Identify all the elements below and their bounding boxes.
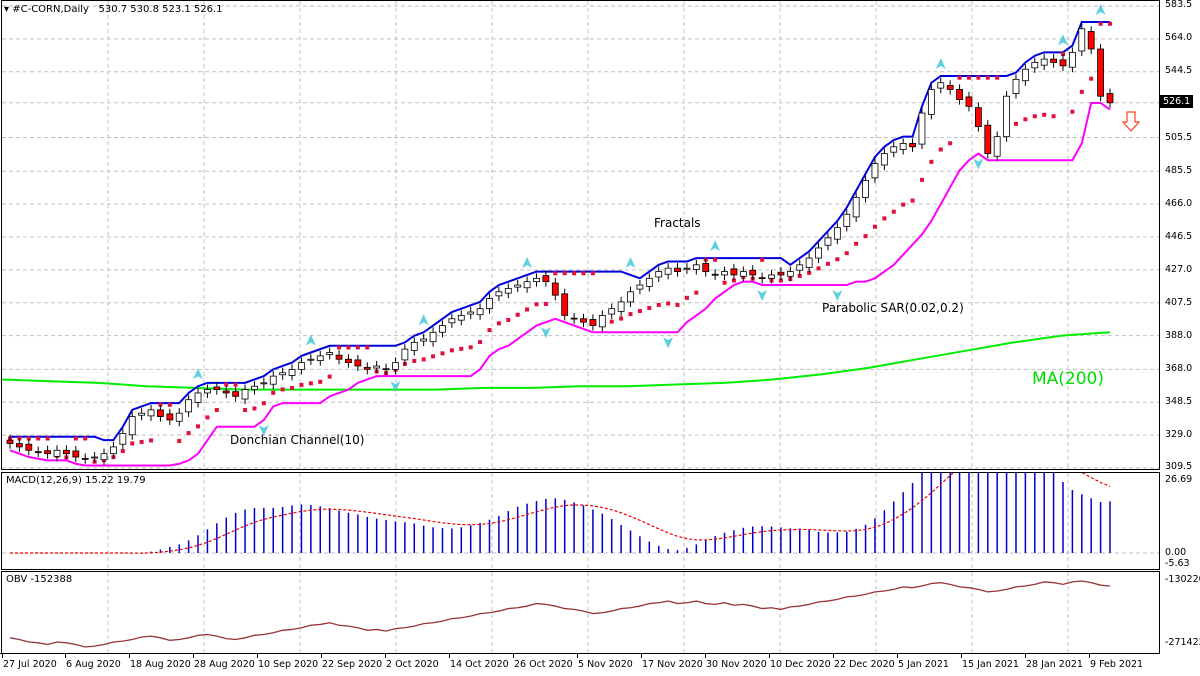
time-label: 22 Dec 2020 bbox=[834, 659, 895, 670]
time-tick bbox=[129, 654, 130, 658]
obv-title: OBV -152388 bbox=[6, 574, 73, 585]
time-tick bbox=[705, 654, 706, 658]
macd-axis: 26.69 0.00 -5.63 bbox=[1159, 472, 1200, 569]
price-tick: 583.5 bbox=[1165, 0, 1193, 10]
macd-canvas bbox=[2, 473, 1159, 569]
time-label: 5 Nov 2020 bbox=[578, 659, 633, 670]
time-label: 10 Dec 2020 bbox=[770, 659, 831, 670]
price-tick: 485.5 bbox=[1165, 165, 1193, 176]
fractals-annotation: Fractals bbox=[654, 216, 701, 230]
time-tick bbox=[961, 654, 962, 658]
time-tick bbox=[385, 654, 386, 658]
price-tick: 407.5 bbox=[1165, 297, 1193, 308]
time-tick bbox=[833, 654, 834, 658]
price-chart-panel[interactable]: Fractals Parabolic SAR(0.02,0.2) Donchia… bbox=[1, 0, 1160, 470]
time-label: 2 Oct 2020 bbox=[386, 659, 439, 670]
obv-canvas bbox=[9, 572, 1111, 653]
time-label: 6 Aug 2020 bbox=[66, 659, 121, 670]
macd-title: MACD(12,26,9) 15.22 19.79 bbox=[6, 475, 146, 486]
current-price-tag: 526.1 bbox=[1160, 95, 1194, 108]
time-label: 28 Jan 2021 bbox=[1026, 659, 1083, 670]
time-label: 30 Nov 2020 bbox=[706, 659, 767, 670]
time-tick bbox=[1089, 654, 1090, 658]
price-tick: 348.5 bbox=[1165, 396, 1193, 407]
time-tick bbox=[2, 654, 3, 658]
price-tick: 446.5 bbox=[1165, 231, 1193, 242]
price-tick: 368.0 bbox=[1165, 363, 1193, 374]
time-label: 5 Jan 2021 bbox=[898, 659, 949, 670]
macd-tick: -5.63 bbox=[1165, 558, 1190, 569]
time-tick bbox=[513, 654, 514, 658]
donchian-annotation: Donchian Channel(10) bbox=[230, 433, 365, 447]
time-tick bbox=[65, 654, 66, 658]
price-axis: 583.5 564.0 544.5 505.5 485.5 466.0 446.… bbox=[1159, 0, 1200, 472]
time-label: 14 Oct 2020 bbox=[450, 659, 509, 670]
price-tick: 466.0 bbox=[1165, 198, 1193, 209]
time-tick bbox=[769, 654, 770, 658]
time-label: 26 Oct 2020 bbox=[514, 659, 573, 670]
time-tick bbox=[1025, 654, 1026, 658]
price-tick: 329.0 bbox=[1165, 429, 1193, 440]
time-tick bbox=[257, 654, 258, 658]
macd-tick: 26.69 bbox=[1165, 474, 1193, 485]
time-tick bbox=[897, 654, 898, 658]
time-label: 9 Feb 2021 bbox=[1090, 659, 1144, 670]
symbol-label: #C-CORN,Daily bbox=[12, 4, 89, 15]
macd-panel[interactable]: MACD(12,26,9) 15.22 19.79 bbox=[1, 472, 1160, 570]
price-tick: 564.0 bbox=[1165, 32, 1193, 43]
time-tick bbox=[193, 654, 194, 658]
macd-tick: 0.00 bbox=[1165, 547, 1187, 558]
time-label: 18 Aug 2020 bbox=[130, 659, 191, 670]
parabolic-sar-annotation: Parabolic SAR(0.02,0.2) bbox=[822, 301, 964, 315]
obv-panel[interactable]: OBV -152388 bbox=[1, 571, 1160, 654]
price-tick: 427.0 bbox=[1165, 264, 1193, 275]
time-label: 10 Sep 2020 bbox=[258, 659, 319, 670]
time-label: 15 Jan 2021 bbox=[962, 659, 1019, 670]
ohlc-values: 530.7 530.8 523.1 526.1 bbox=[98, 4, 223, 15]
obv-tick: -130220 bbox=[1165, 574, 1200, 585]
time-axis: 27 Jul 2020 6 Aug 2020 18 Aug 2020 28 Aug 2… bbox=[0, 653, 1160, 676]
price-tick: 388.0 bbox=[1165, 330, 1193, 341]
time-label: 27 Jul 2020 bbox=[3, 659, 57, 670]
time-label: 22 Sep 2020 bbox=[322, 659, 383, 670]
sell-arrow-icon bbox=[1122, 111, 1140, 132]
time-tick bbox=[577, 654, 578, 658]
time-label: 28 Aug 2020 bbox=[194, 659, 255, 670]
price-tick: 309.5 bbox=[1165, 461, 1193, 472]
time-tick bbox=[449, 654, 450, 658]
price-chart-canvas bbox=[2, 1, 1159, 469]
time-label: 17 Nov 2020 bbox=[642, 659, 703, 670]
price-tick: 505.5 bbox=[1165, 132, 1193, 143]
collapse-triangle-icon[interactable]: ▾ bbox=[4, 4, 10, 15]
time-tick bbox=[641, 654, 642, 658]
time-tick bbox=[321, 654, 322, 658]
ma200-annotation: MA(200) bbox=[1032, 369, 1105, 389]
price-tick: 544.5 bbox=[1165, 65, 1193, 76]
chart-header: ▾ #C-CORN,Daily 530.7 530.8 523.1 526.1 bbox=[4, 4, 223, 15]
